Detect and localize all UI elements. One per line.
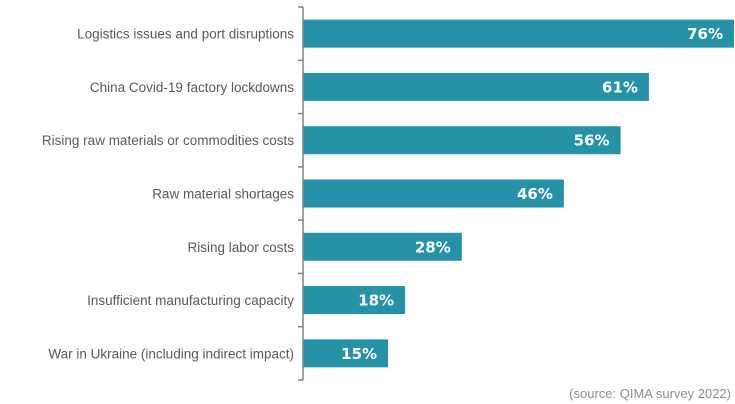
bar — [303, 72, 649, 101]
value-label: 15% — [341, 345, 377, 363]
category-label: Logistics issues and port disruptions — [77, 27, 294, 42]
value-label: 28% — [415, 238, 451, 256]
category-label: China Covid-19 factory lockdowns — [90, 80, 294, 95]
bar — [303, 126, 621, 155]
bar — [303, 19, 734, 48]
bar — [303, 286, 406, 315]
source-note: (source: QIMA survey 2022) — [569, 386, 731, 401]
category-label: Rising labor costs — [187, 240, 294, 255]
bar — [303, 339, 389, 368]
category-label: Raw material shortages — [152, 187, 294, 202]
value-label: 46% — [517, 185, 553, 203]
category-label: Insufficient manufacturing capacity — [87, 293, 294, 308]
category-label: Rising raw materials or commodities cost… — [42, 133, 294, 148]
bar — [303, 232, 462, 261]
value-label: 56% — [574, 132, 610, 150]
category-label: War in Ukraine (including indirect impac… — [48, 346, 294, 361]
value-label: 18% — [358, 292, 394, 310]
bar — [303, 179, 564, 208]
value-label: 76% — [687, 25, 723, 43]
value-label: 61% — [602, 78, 638, 96]
